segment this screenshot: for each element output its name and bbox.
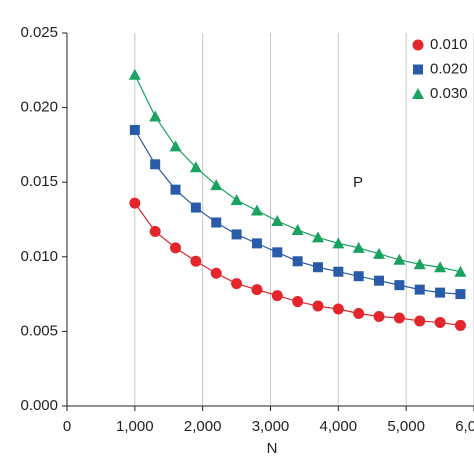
marker (312, 262, 323, 273)
marker (434, 316, 446, 328)
marker (332, 237, 345, 249)
marker (455, 289, 466, 300)
marker (149, 225, 161, 237)
legend-marker (412, 88, 424, 99)
marker (414, 315, 426, 327)
legend-label: 0.020 (430, 60, 468, 77)
marker (210, 179, 223, 191)
marker (393, 312, 405, 324)
x-tick-label: 5,000 (387, 418, 425, 435)
marker (454, 265, 467, 277)
marker (393, 253, 406, 265)
y-tick-label: 0.015 (20, 173, 58, 190)
marker (128, 68, 141, 80)
marker (250, 204, 263, 216)
marker (190, 202, 201, 213)
marker (150, 159, 161, 170)
marker (170, 184, 181, 195)
marker (170, 242, 182, 254)
y-tick-label: 0.025 (20, 24, 58, 41)
x-tick-label: 2,000 (184, 418, 222, 435)
marker (189, 161, 202, 173)
marker (271, 214, 284, 226)
y-tick-label: 0.010 (20, 248, 58, 265)
marker (353, 307, 365, 319)
marker (373, 247, 386, 259)
marker (414, 284, 425, 295)
marker (311, 231, 324, 243)
marker (231, 278, 243, 290)
x-axis-label: N (267, 440, 278, 457)
series-line (134, 74, 461, 273)
x-tick-label: 0 (63, 418, 71, 435)
legend-marker (413, 64, 423, 75)
marker (373, 310, 385, 322)
y-tick-label: 0.005 (20, 322, 58, 339)
marker (169, 140, 182, 152)
marker (292, 256, 303, 267)
marker (251, 284, 263, 296)
marker (230, 194, 243, 206)
x-tick-label: 3,000 (252, 418, 290, 435)
legend-label: 0.010 (430, 36, 468, 53)
y-tick-label: 0.000 (20, 397, 58, 414)
marker (231, 229, 242, 240)
marker (149, 110, 162, 122)
marker (190, 255, 202, 267)
marker (291, 223, 304, 235)
marker (211, 217, 222, 228)
x-tick-label: 4,000 (320, 418, 358, 435)
marker (454, 319, 466, 331)
marker (353, 271, 364, 282)
marker (394, 280, 405, 291)
marker (271, 290, 283, 302)
marker (251, 238, 262, 249)
legend-marker (412, 39, 424, 51)
marker (129, 197, 141, 209)
marker (272, 247, 283, 258)
marker (210, 267, 222, 279)
marker (129, 124, 140, 135)
marker (435, 287, 446, 298)
x-tick-label: 6,000 (455, 418, 474, 435)
marker (332, 303, 344, 315)
marker (333, 266, 344, 277)
legend-title: P (353, 174, 363, 191)
y-tick-label: 0.020 (20, 99, 58, 116)
marker (312, 300, 324, 312)
marker (374, 275, 385, 286)
marker (352, 241, 365, 253)
marker (434, 261, 447, 273)
marker (292, 296, 304, 308)
marker (413, 258, 426, 270)
x-tick-label: 1,000 (116, 418, 154, 435)
legend-label: 0.030 (430, 85, 468, 102)
